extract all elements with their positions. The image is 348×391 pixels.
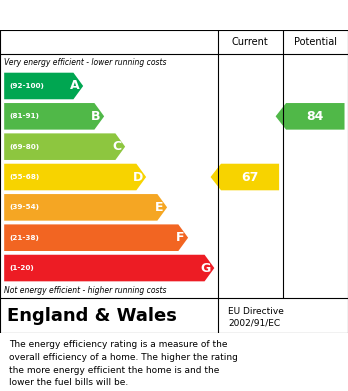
Text: G: G xyxy=(201,262,211,274)
Text: the more energy efficient the home is and the: the more energy efficient the home is an… xyxy=(9,366,219,375)
Text: Current: Current xyxy=(232,37,268,47)
Polygon shape xyxy=(4,133,125,160)
Polygon shape xyxy=(4,73,83,99)
Text: England & Wales: England & Wales xyxy=(7,307,177,325)
Text: Not energy efficient - higher running costs: Not energy efficient - higher running co… xyxy=(4,286,167,295)
Polygon shape xyxy=(4,194,167,221)
Text: EU Directive: EU Directive xyxy=(228,307,284,316)
Text: overall efficiency of a home. The higher the rating: overall efficiency of a home. The higher… xyxy=(9,353,238,362)
Text: The energy efficiency rating is a measure of the: The energy efficiency rating is a measur… xyxy=(9,340,227,349)
Polygon shape xyxy=(211,164,279,190)
Polygon shape xyxy=(4,164,146,190)
Polygon shape xyxy=(4,103,104,130)
Text: (39-54): (39-54) xyxy=(9,204,39,210)
Text: Energy Efficiency Rating: Energy Efficiency Rating xyxy=(9,8,200,22)
Polygon shape xyxy=(276,103,345,130)
Text: lower the fuel bills will be.: lower the fuel bills will be. xyxy=(9,378,128,387)
Text: 2002/91/EC: 2002/91/EC xyxy=(228,319,280,328)
Text: (1-20): (1-20) xyxy=(9,265,34,271)
Text: (92-100): (92-100) xyxy=(9,83,44,89)
Text: Very energy efficient - lower running costs: Very energy efficient - lower running co… xyxy=(4,58,167,67)
Polygon shape xyxy=(4,224,188,251)
Text: B: B xyxy=(91,110,101,123)
Text: (81-91): (81-91) xyxy=(9,113,39,119)
Text: 67: 67 xyxy=(242,170,259,183)
Text: F: F xyxy=(175,231,184,244)
Text: Potential: Potential xyxy=(294,37,337,47)
Text: (55-68): (55-68) xyxy=(9,174,40,180)
Polygon shape xyxy=(4,255,214,282)
Text: 84: 84 xyxy=(307,110,324,123)
Text: (21-38): (21-38) xyxy=(9,235,39,241)
Text: (69-80): (69-80) xyxy=(9,143,40,150)
Text: D: D xyxy=(133,170,143,183)
Text: C: C xyxy=(112,140,121,153)
Text: E: E xyxy=(155,201,163,214)
Text: A: A xyxy=(70,79,80,93)
